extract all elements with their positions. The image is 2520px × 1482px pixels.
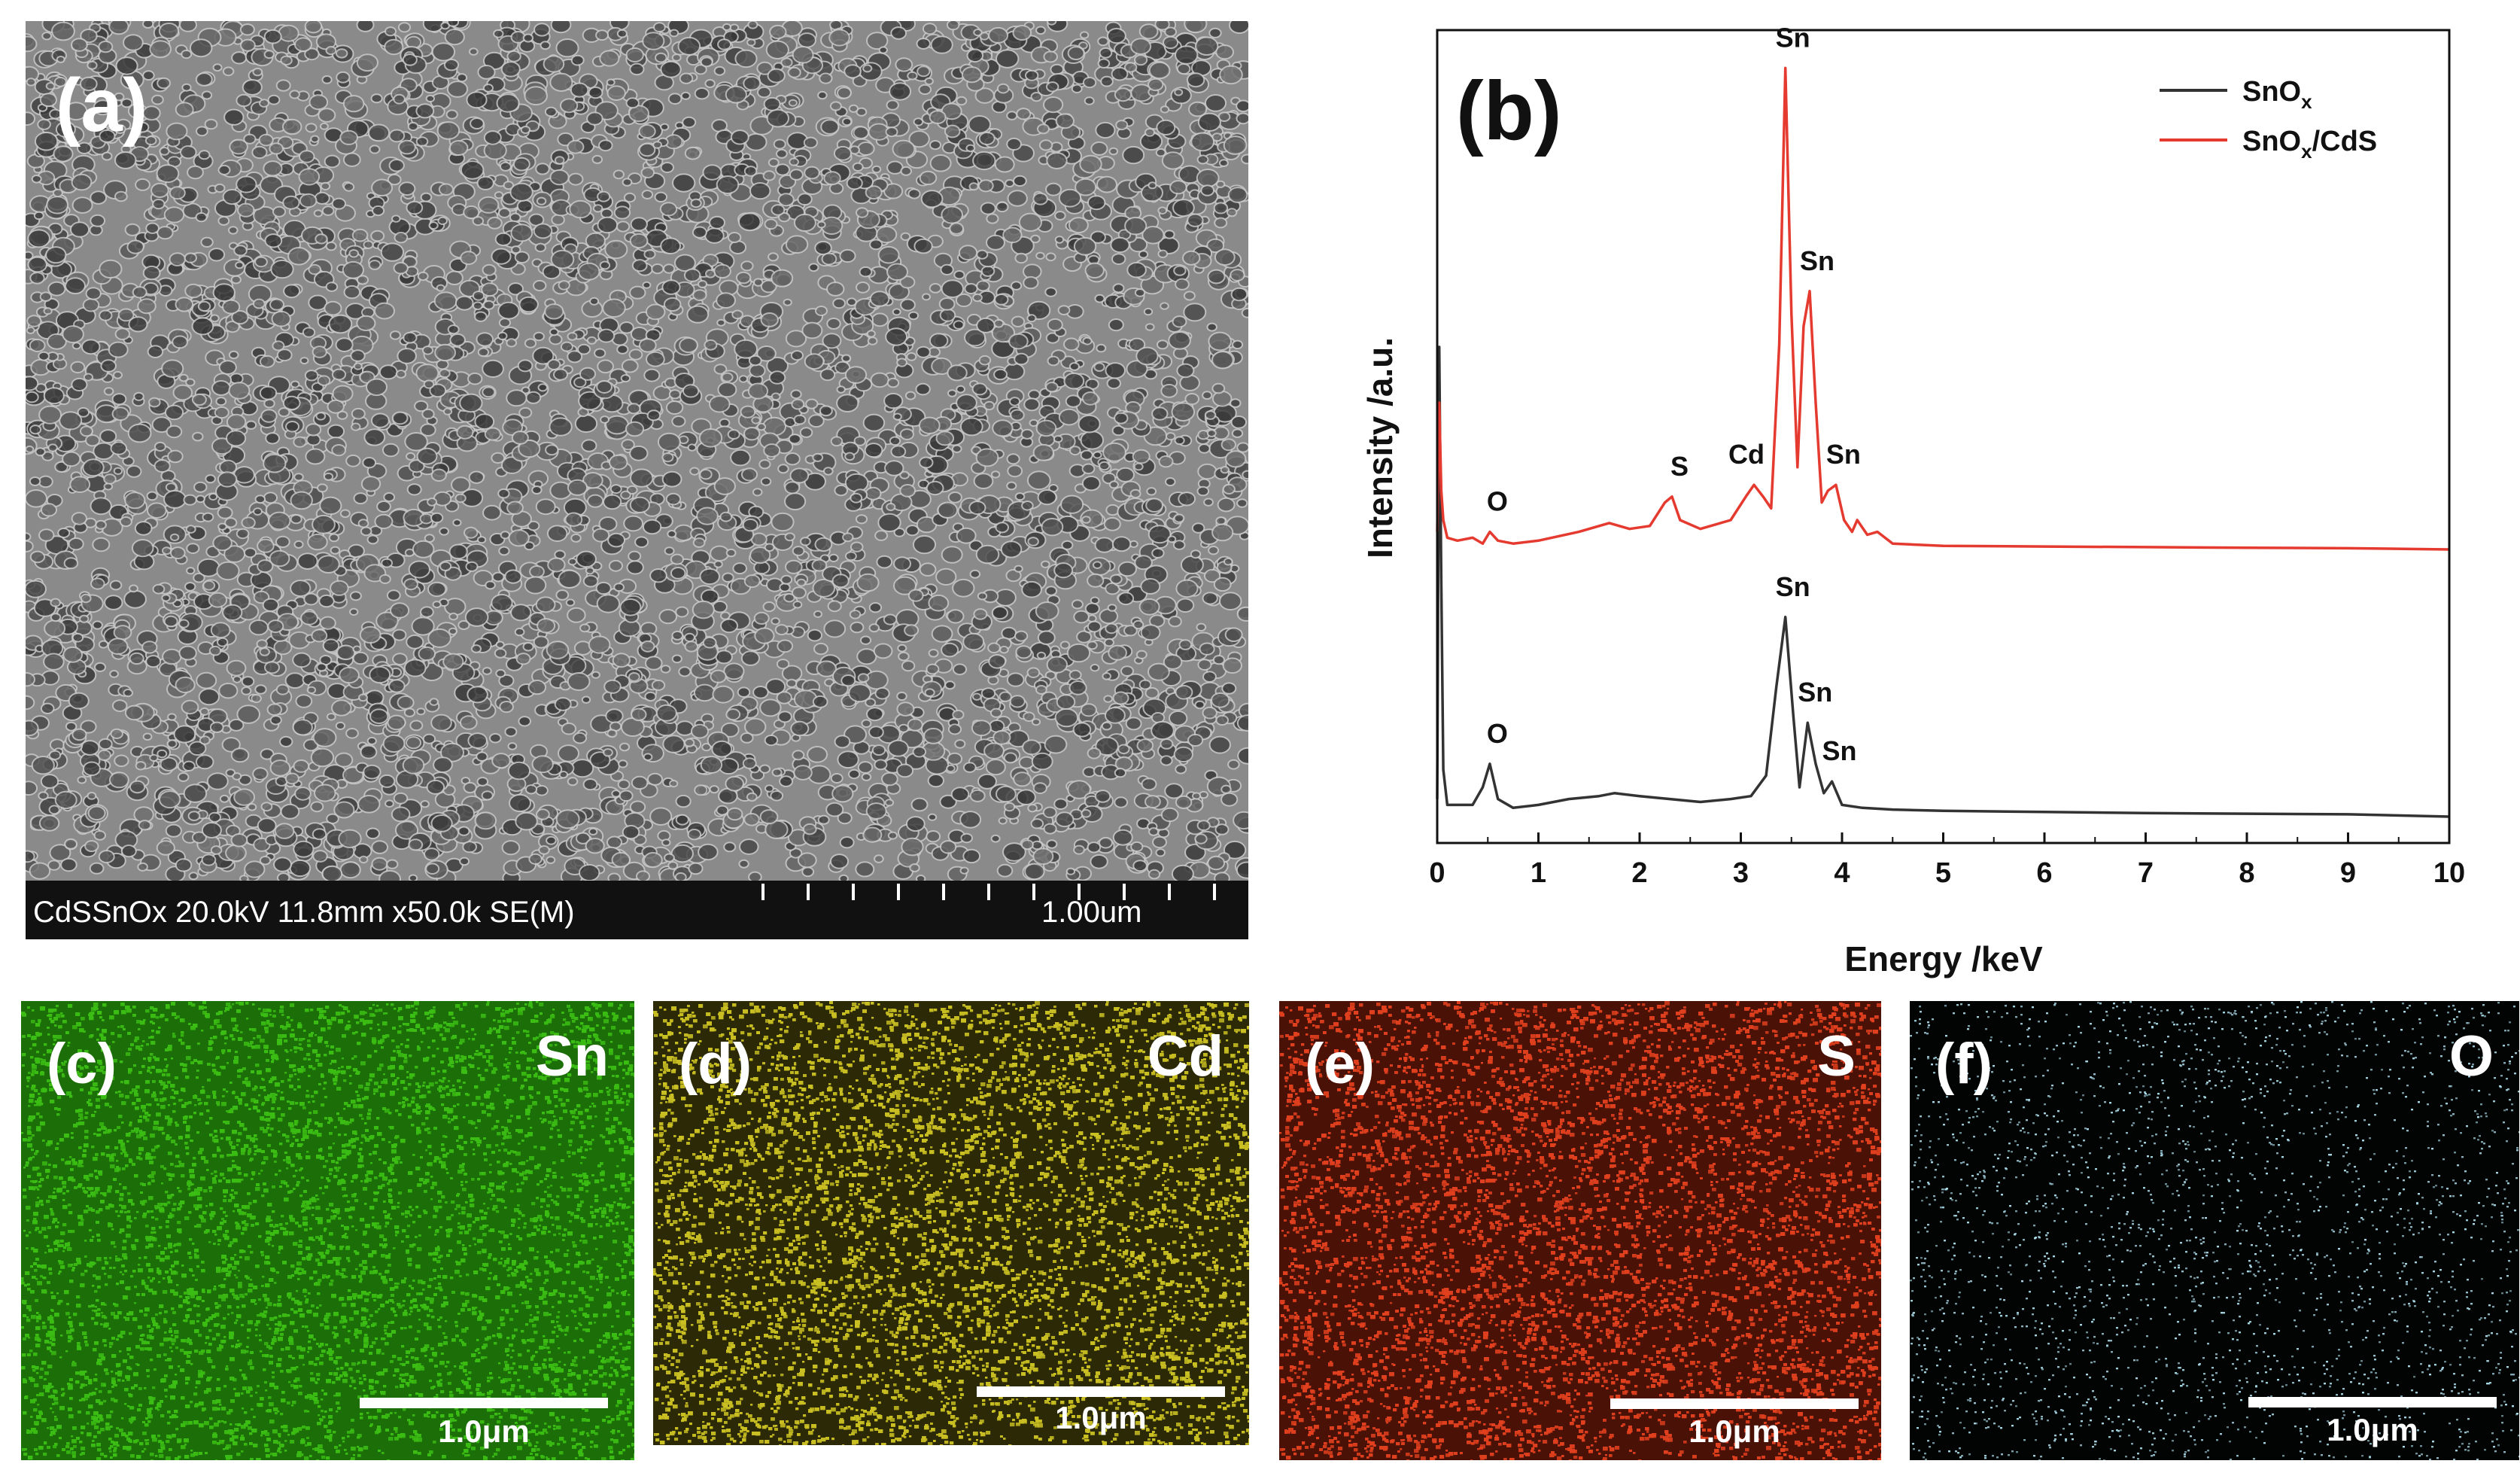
map-texture <box>1279 1001 1881 1460</box>
panel-label-e: (e) <box>1305 1031 1375 1097</box>
scale-bar-text: 1.0μm <box>360 1414 608 1450</box>
peak-label: Sn <box>1776 571 1810 602</box>
peak-label: S <box>1670 451 1689 482</box>
x-tick-label: 1 <box>1531 857 1546 889</box>
eds-map-o: (f) O 1.0μm <box>1910 1001 2519 1460</box>
map-texture <box>653 1001 1249 1445</box>
panel-label-f: (f) <box>1935 1031 1993 1097</box>
x-tick-label: 0 <box>1429 857 1445 889</box>
scale-bar <box>360 1398 608 1408</box>
panel-label-a: (a) <box>56 62 147 149</box>
peak-label: Cd <box>1728 439 1765 470</box>
x-tick-label: 7 <box>2138 857 2154 889</box>
peak-label: Sn <box>1798 677 1832 708</box>
sem-info-text: CdSSnOx 20.0kV 11.8mm x50.0k SE(M) <box>33 896 575 930</box>
element-label-sn: Sn <box>536 1024 609 1089</box>
series-line <box>1436 66 2450 551</box>
peak-label: O <box>1487 718 1508 749</box>
scale-bar-text: 1.0μm <box>977 1400 1225 1436</box>
x-tick-label: 10 <box>2433 857 2465 889</box>
element-label-cd: Cd <box>1148 1024 1224 1089</box>
legend-entry: SnOx/CdS <box>2242 126 2377 163</box>
map-texture <box>1910 1001 2519 1460</box>
peak-label: Sn <box>1826 439 1861 470</box>
sem-info-bar: CdSSnOx 20.0kV 11.8mm x50.0k SE(M) 1.00u… <box>26 881 1248 939</box>
x-tick-label: 3 <box>1733 857 1749 889</box>
x-tick-label: 2 <box>1631 857 1647 889</box>
element-label-s: S <box>1817 1024 1856 1089</box>
panel-label-b: (b) <box>1456 65 1561 157</box>
scale-bar-text: 1.0μm <box>1610 1414 1859 1450</box>
scale-bar <box>1610 1398 1859 1409</box>
x-tick-label: 6 <box>2036 857 2052 889</box>
eds-spectrum-chart: 0 1 2 3 4 5 6 7 8 9 10 O Sn Sn Sn O S Cd Sn Sn Sn (b) Energ… <box>1360 22 2465 978</box>
sem-image-panel: (a) CdSSnOx 20.0kV 11.8mm x50.0k SE(M) 1… <box>26 21 1248 939</box>
peak-label: Sn <box>1800 245 1835 276</box>
scale-bar <box>2248 1397 2497 1407</box>
eds-map-sn: (c) Sn 1.0μm <box>21 1001 634 1460</box>
sem-texture <box>26 21 1248 939</box>
peak-label: Sn <box>1776 22 1810 53</box>
chart-legend: SnOx SnOx/CdS <box>2160 76 2377 163</box>
sem-scale-ticks <box>761 884 1216 900</box>
x-axis-title: Energy /keV <box>1844 939 2043 978</box>
plot-frame <box>1436 29 2451 844</box>
eds-map-s: (e) S 1.0μm <box>1279 1001 1881 1460</box>
x-tick-label: 8 <box>2239 857 2254 889</box>
peak-label: O <box>1487 486 1508 517</box>
series-line <box>1436 345 2450 818</box>
x-tick-label: 9 <box>2340 857 2356 889</box>
scale-bar <box>977 1386 1225 1397</box>
eds-map-cd: (d) Cd 1.0μm <box>653 1001 1249 1445</box>
x-tick-label: 4 <box>1834 857 1850 889</box>
map-texture <box>21 1001 634 1460</box>
element-label-o: O <box>2449 1024 2494 1089</box>
sem-scale-text: 1.00um <box>1041 896 1141 930</box>
y-axis-title: Intensity /a.u. <box>1360 337 1400 558</box>
legend-entry: SnOx <box>2242 76 2312 113</box>
panel-label-c: (c) <box>47 1031 117 1097</box>
panel-label-d: (d) <box>679 1031 752 1097</box>
x-tick-label: 5 <box>1935 857 1951 889</box>
peak-label: Sn <box>1822 735 1857 766</box>
scale-bar-text: 1.0μm <box>2248 1412 2497 1448</box>
